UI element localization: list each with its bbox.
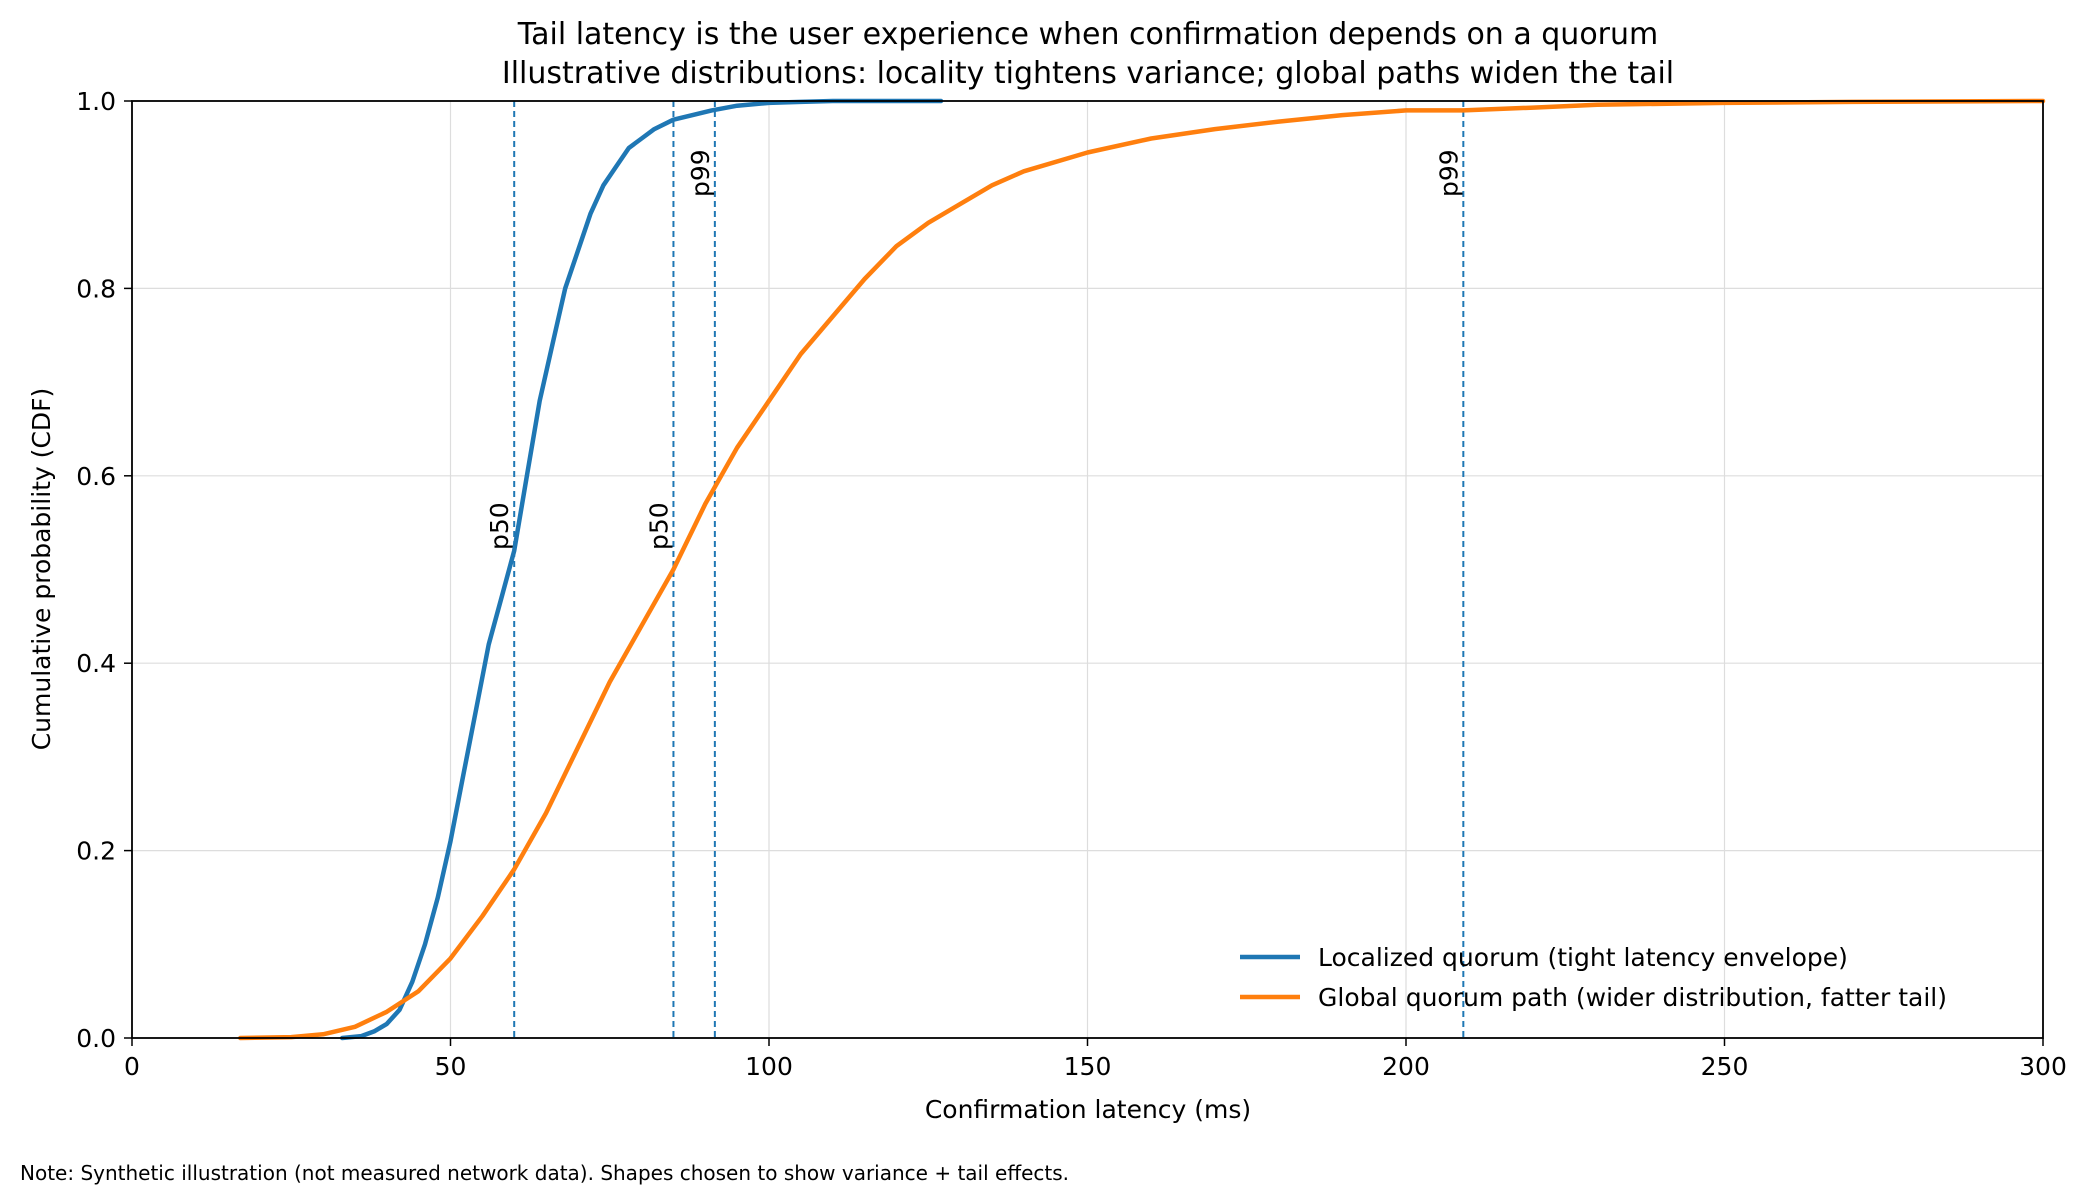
- reference-label-p99: p99: [1434, 149, 1463, 197]
- y-tick-label: 0.4: [76, 649, 116, 678]
- reference-lines: p50 p99 p50 p99: [485, 101, 1465, 1038]
- legend-label-global: Global quorum path (wider distribution, …: [1318, 983, 1947, 1012]
- y-tick-label: 1.0: [76, 87, 116, 116]
- chart-title: Tail latency is the user experience when…: [517, 17, 1659, 52]
- reference-label-p50: p50: [644, 502, 673, 550]
- legend-label-localized: Localized quorum (tight latency envelope…: [1318, 943, 1848, 972]
- x-tick-label: 300: [2019, 1052, 2067, 1081]
- series-lines: [238, 98, 2046, 1041]
- y-tick-label: 0.2: [76, 837, 116, 866]
- chart-subtitle: Illustrative distributions: locality tig…: [502, 56, 1674, 91]
- series-line-global: [238, 98, 2046, 1041]
- x-axis-label: Confirmation latency (ms): [925, 1095, 1251, 1124]
- x-tick-label: 100: [745, 1052, 793, 1081]
- x-tick-label: 50: [435, 1052, 467, 1081]
- x-tick-label: 200: [1382, 1052, 1430, 1081]
- reference-label-p50: p50: [485, 502, 514, 550]
- y-axis-label: Cumulative probability (CDF): [27, 388, 56, 751]
- y-tick-label: 0.6: [76, 462, 116, 491]
- footnote: Note: Synthetic illustration (not measur…: [20, 1161, 1069, 1185]
- y-tick-label: 0.0: [76, 1024, 116, 1053]
- series-line-localized: [339, 98, 944, 1041]
- reference-label-p99: p99: [686, 149, 715, 197]
- axis-ticks: 0 50 100 150 200 250 300 0.0 0.2 0.4 0.6 0.8 1.0: [76, 87, 2067, 1081]
- x-tick-label: 150: [1064, 1052, 1112, 1081]
- legend: Localized quorum (tight latency envelope…: [1240, 943, 1947, 1012]
- x-tick-label: 0: [124, 1052, 140, 1081]
- y-tick-label: 0.8: [76, 274, 116, 303]
- x-tick-label: 250: [1701, 1052, 1749, 1081]
